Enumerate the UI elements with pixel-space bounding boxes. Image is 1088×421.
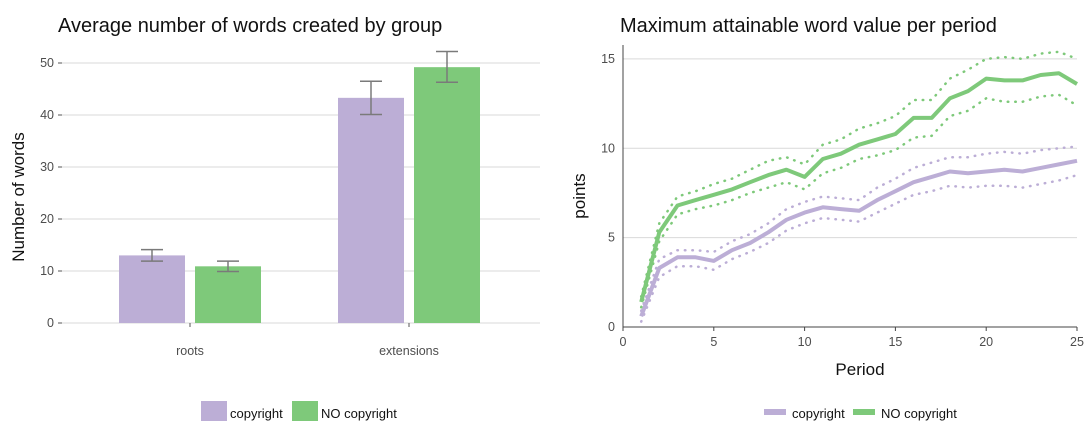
line-chart-title: Maximum attainable word value per period (620, 15, 997, 37)
bar-copyright (338, 97, 404, 323)
legend-label-no-copyright: NO copyright (321, 406, 397, 421)
y-tick-label: 0 (47, 316, 54, 330)
x-tick-label: roots (176, 344, 204, 358)
error-bar (360, 80, 382, 116)
line-chart: Maximum attainable word value per period… (570, 15, 1084, 421)
y-tick-label: 10 (40, 264, 54, 278)
series-upper-copyright (639, 145, 1079, 313)
series-line-copyright (639, 158, 1078, 318)
bar-chart-ylabel: Number of words (9, 132, 28, 261)
x-tick-label: 15 (888, 335, 902, 349)
legend-swatch-copyright (201, 401, 227, 421)
bar-copyright (119, 255, 185, 323)
legend-label-copyright: copyright (792, 406, 845, 421)
line-chart-ylabel: points (570, 173, 589, 218)
x-tick-label: extensions (379, 344, 439, 358)
x-tick-label: 25 (1070, 335, 1084, 349)
bar-chart-y-ticks: 0 10 20 30 40 50 (40, 56, 62, 330)
x-tick-label: 5 (710, 335, 717, 349)
x-tick-label: 20 (979, 335, 993, 349)
y-tick-label: 5 (608, 231, 615, 245)
legend-swatch-no-copyright (292, 401, 318, 421)
bar-chart-title: Average number of words created by group (58, 15, 442, 37)
error-bar (217, 260, 239, 273)
series-lower-copyright (639, 173, 1079, 323)
y-tick-label: 20 (40, 212, 54, 226)
line-chart-series (639, 50, 1079, 323)
line-chart-grid (623, 58, 1077, 328)
x-tick-label: 10 (798, 335, 812, 349)
bar-chart-x-ticks: roots extensions (176, 323, 439, 358)
bar-no-copyright (195, 266, 261, 323)
line-chart-axes: 0 5 10 15 0 5 10 15 20 25 (601, 45, 1084, 349)
y-tick-label: 15 (601, 52, 615, 66)
error-bar (436, 50, 458, 83)
series-line-no-copyright (639, 71, 1079, 303)
bar-chart-bars (119, 50, 480, 323)
series-upper-no-copyright (639, 50, 1079, 298)
x-tick-label: 0 (620, 335, 627, 349)
legend-label-copyright: copyright (230, 406, 283, 421)
y-tick-label: 10 (601, 141, 615, 155)
y-tick-label: 40 (40, 108, 54, 122)
legend-label-no-copyright: NO copyright (881, 406, 957, 421)
line-chart-xlabel: Period (835, 360, 884, 379)
bar-chart: Average number of words created by group… (9, 15, 540, 421)
y-tick-label: 30 (40, 160, 54, 174)
error-bar (141, 248, 163, 262)
bar-no-copyright (414, 67, 480, 323)
line-chart-legend: copyright NO copyright (764, 406, 957, 421)
y-tick-label: 0 (608, 320, 615, 334)
bar-chart-legend: copyright NO copyright (201, 401, 397, 421)
y-tick-label: 50 (40, 56, 54, 70)
